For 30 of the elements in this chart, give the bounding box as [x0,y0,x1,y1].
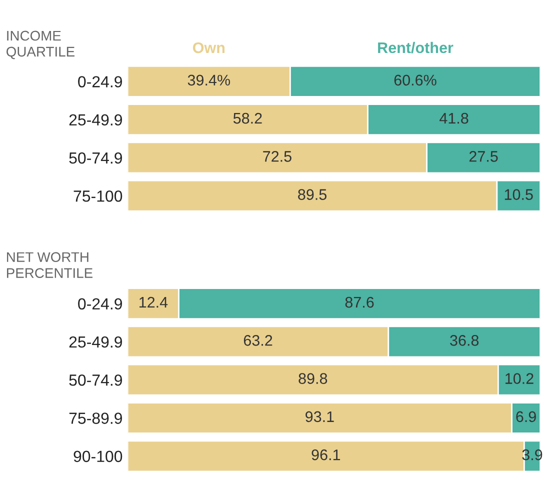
data-label: 89.8 [298,373,328,384]
data-label: 6.9 [516,411,536,422]
data-label: 89.5 [298,189,327,200]
y-tick-label: 25-49.9 [69,336,122,348]
data-label: 58.2 [233,112,262,124]
data-label: 10.2 [506,373,534,384]
data-label: 39.4% [188,74,230,86]
y-tick-label: 90-100 [74,450,122,462]
y-tick-label: 25-49.9 [69,114,122,126]
data-label: 60.6% [394,74,436,86]
y-axis-title: INCOME QUARTILE [6,30,74,60]
series-label: Rent/other [378,42,454,54]
data-label: 10.5 [504,189,533,200]
data-label: 72.5 [263,151,292,162]
data-label: 63.2 [244,335,272,346]
data-label: 41.8 [440,112,468,124]
data-label: 36.8 [450,335,479,346]
y-tick-label: 75-89.9 [69,412,122,424]
y-tick-label: 0-24.9 [78,298,122,310]
y-axis-title: NET WORTH PERCENTILE [7,252,92,278]
data-label: 93.1 [306,411,334,422]
y-tick-label: 0-24.9 [78,76,122,88]
y-tick-label: 75-100 [74,190,122,202]
data-label: 12.4 [139,296,168,308]
y-tick-label: 50-74.9 [69,152,122,164]
data-label: 96.1 [312,449,340,460]
data-label: 27.5 [469,151,498,162]
y-tick-label: 50-74.9 [69,374,122,386]
series-label: Own [192,42,225,54]
data-label: 87.6 [345,296,374,308]
